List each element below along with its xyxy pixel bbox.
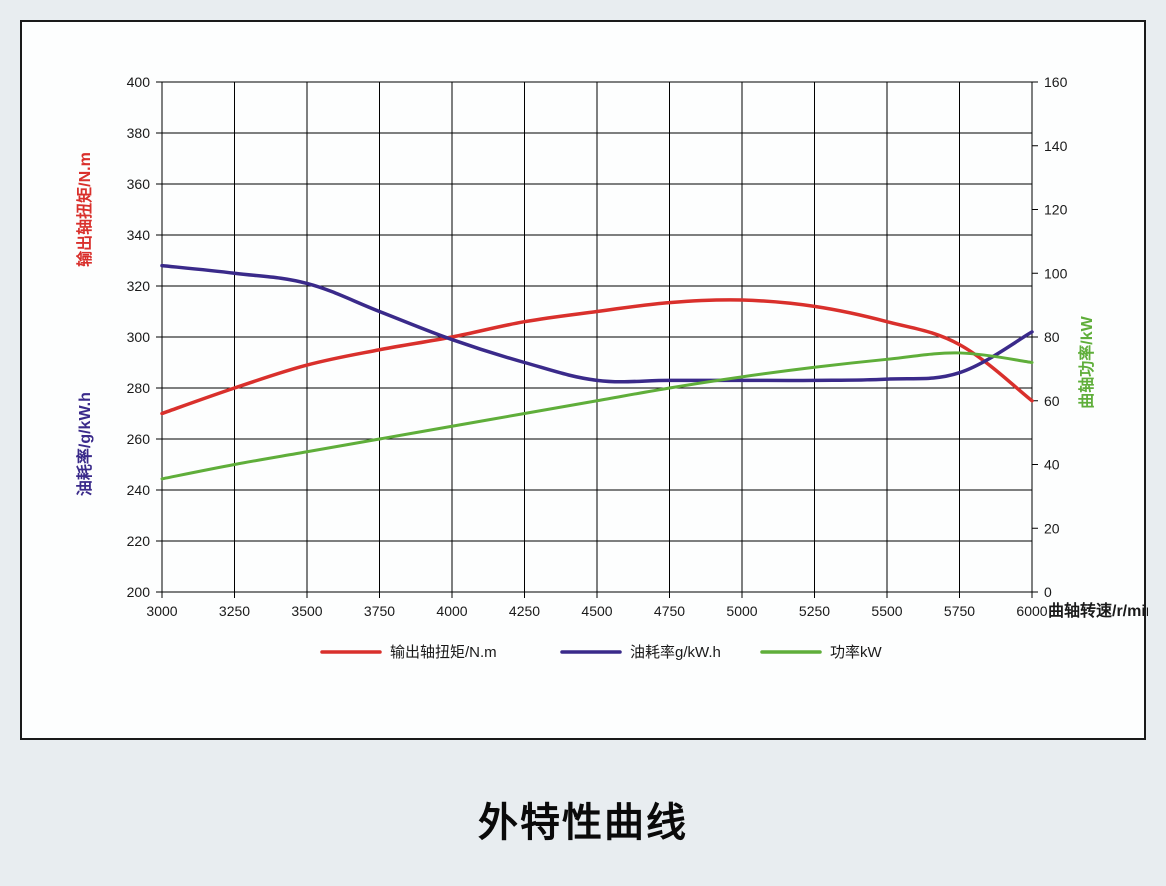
x-tick-label: 5750 [944,603,975,619]
x-tick-label: 3250 [219,603,250,619]
y-right-tick-label: 100 [1044,265,1068,281]
y-left-tick-label: 400 [127,74,151,90]
legend-label: 功率kW [830,644,883,661]
x-axis-label: 曲轴转速/r/min [1048,601,1148,620]
y-left-tick-label: 300 [127,329,151,345]
y-left-tick-label: 220 [127,533,151,549]
y-right-tick-label: 0 [1044,584,1052,600]
y-right-tick-label: 80 [1044,329,1060,345]
y-left-label-torque: 输出轴扭矩/N.m [75,152,94,267]
x-tick-label: 5250 [799,603,830,619]
y-right-tick-label: 60 [1044,393,1060,409]
x-tick-label: 5000 [726,603,757,619]
y-right-tick-label: 20 [1044,520,1060,536]
x-tick-label: 4250 [509,603,540,619]
y-right-tick-label: 160 [1044,74,1068,90]
y-left-label-fuel: 油耗率/g/kW.h [75,392,94,496]
y-left-tick-label: 340 [127,227,151,243]
y-left-tick-label: 280 [127,380,151,396]
y-right-tick-label: 40 [1044,457,1060,473]
x-tick-label: 3500 [291,603,322,619]
y-right-label-power: 曲轴功率/kW [1077,315,1096,408]
chart-frame: 3000325035003750400042504500475050005250… [20,20,1146,740]
x-tick-label: 4500 [581,603,612,619]
y-left-tick-label: 200 [127,584,151,600]
y-left-tick-label: 380 [127,125,151,141]
x-tick-label: 4750 [654,603,685,619]
engine-characteristic-chart: 3000325035003750400042504500475050005250… [22,22,1148,742]
x-tick-label: 3000 [146,603,177,619]
y-left-tick-label: 320 [127,278,151,294]
x-tick-label: 5500 [871,603,902,619]
y-right-tick-label: 140 [1044,138,1068,154]
y-left-tick-label: 240 [127,482,151,498]
chart-caption: 外特性曲线 [0,790,1166,848]
legend-label: 油耗率g/kW.h [630,644,721,661]
y-left-tick-label: 360 [127,176,151,192]
y-right-tick-label: 120 [1044,202,1068,218]
x-tick-label: 4000 [436,603,467,619]
grid [162,82,1032,592]
x-tick-label: 6000 [1016,603,1047,619]
x-tick-label: 3750 [364,603,395,619]
y-left-tick-label: 260 [127,431,151,447]
legend-label: 输出轴扭矩/N.m [390,644,497,661]
